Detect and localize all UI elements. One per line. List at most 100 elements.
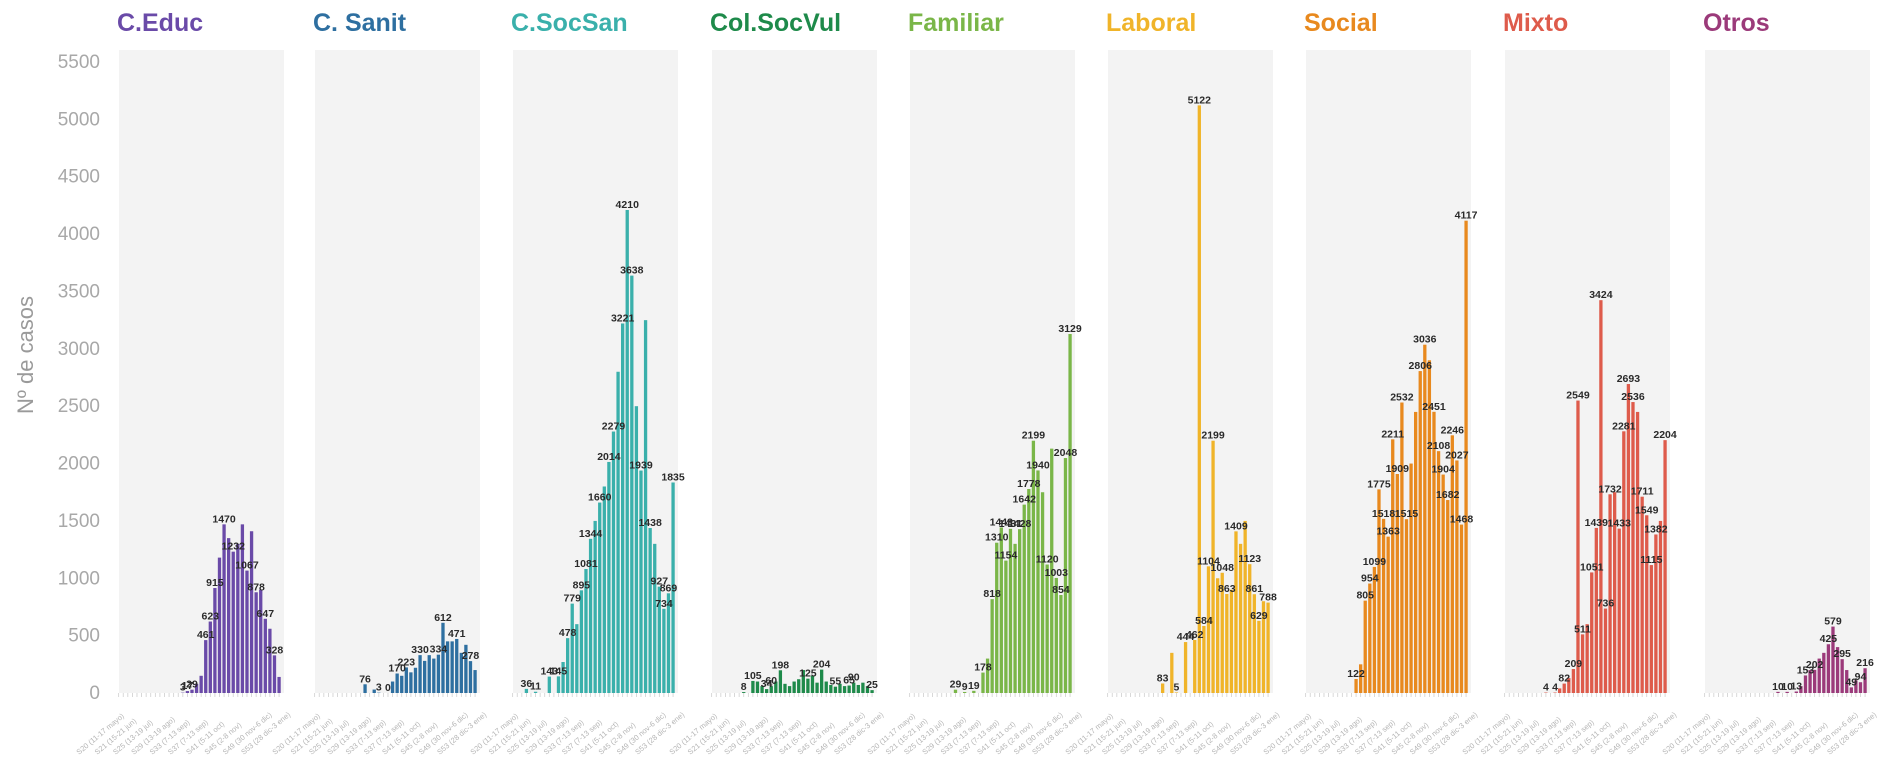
data-label: 1660 [588, 492, 612, 504]
bar [199, 675, 203, 693]
bar [774, 681, 778, 693]
bar [1211, 440, 1215, 693]
bar [561, 662, 565, 693]
panel-social: Social 122 805 954 1099 1775 1518 1363 2211 1909 2… [1262, 9, 1480, 757]
bar [1785, 691, 1789, 693]
bar [634, 406, 639, 693]
bar [616, 371, 620, 693]
bar [263, 618, 267, 693]
data-label: 4 [1552, 682, 1558, 694]
bar [1822, 652, 1826, 693]
bar [1045, 564, 1049, 693]
data-label: 19 [968, 680, 980, 692]
bar [1813, 669, 1817, 693]
y-tick-label: 500 [68, 626, 100, 647]
bar [556, 676, 561, 693]
bar [1599, 300, 1603, 693]
bar [1206, 566, 1211, 693]
bar [1400, 402, 1404, 693]
bar [524, 688, 529, 693]
bar [1436, 451, 1441, 693]
data-label: 1835 [661, 471, 685, 483]
data-label: 1438 [638, 517, 662, 529]
data-label: 805 [1356, 590, 1374, 602]
data-label: 1048 [1211, 562, 1235, 574]
bar [1409, 463, 1413, 693]
panel-title: Social [1304, 9, 1378, 37]
bar [815, 682, 819, 693]
data-label: 1711 [1631, 486, 1654, 498]
bar [621, 323, 625, 693]
bar [1459, 524, 1464, 693]
data-label: 29 [950, 679, 962, 691]
data-label: 216 [1856, 657, 1874, 669]
data-label: 13 [1790, 681, 1802, 693]
panel-title: Familiar [908, 9, 1004, 37]
data-label: 94 [1855, 671, 1867, 683]
bar [259, 589, 263, 693]
data-label: 11 [530, 681, 541, 693]
data-label: 1909 [1386, 463, 1410, 475]
data-label: 1310 [985, 532, 1009, 544]
bar [277, 676, 281, 693]
panel-title: Otros [1703, 9, 1770, 37]
bar [852, 682, 856, 693]
y-tick-label: 5500 [58, 52, 100, 73]
bar [459, 652, 463, 693]
bar [760, 686, 764, 693]
bar [1183, 642, 1188, 693]
data-label: 36 [521, 678, 533, 690]
bar [245, 570, 249, 693]
data-label: 1515 [1395, 508, 1419, 520]
data-label: 4210 [616, 199, 640, 211]
data-label: 861 [1246, 583, 1264, 595]
data-label: 854 [1052, 584, 1070, 596]
bar [1613, 492, 1617, 693]
bar [1354, 679, 1358, 693]
bar [584, 568, 588, 693]
bar [1170, 652, 1174, 693]
data-label: 2536 [1621, 391, 1645, 403]
bar [643, 320, 648, 693]
bar [1197, 105, 1201, 694]
bar [1863, 668, 1867, 693]
data-label: 3424 [1589, 289, 1613, 301]
data-label: 334 [430, 644, 448, 656]
bar [1854, 680, 1858, 693]
data-label: 122 [1347, 668, 1365, 680]
bar [1631, 402, 1635, 693]
y-tick-label: 3500 [58, 281, 100, 302]
bar [1252, 594, 1256, 693]
bar [1585, 624, 1589, 693]
bar [861, 682, 865, 693]
bar [820, 669, 824, 693]
bar [1243, 520, 1247, 693]
bar [1441, 474, 1445, 693]
data-label: 1232 [222, 541, 246, 553]
data-label: 895 [573, 579, 591, 591]
bar [742, 692, 746, 693]
bar [1808, 670, 1812, 693]
data-label: 954 [1361, 573, 1379, 585]
bar [547, 676, 551, 693]
bar [1803, 675, 1808, 693]
bar [1161, 683, 1165, 693]
bar [769, 686, 773, 693]
bar [1849, 687, 1853, 693]
panel-title: Mixto [1503, 9, 1568, 37]
data-label: 2211 [1381, 428, 1404, 440]
bar [464, 644, 468, 693]
bar [870, 690, 874, 693]
data-label: 647 [257, 608, 275, 620]
bar [194, 683, 199, 693]
bar [1018, 529, 1022, 693]
data-label: 1642 [1013, 494, 1037, 506]
data-label: 2048 [1054, 447, 1078, 459]
bar [801, 670, 805, 693]
bar [1858, 682, 1863, 693]
